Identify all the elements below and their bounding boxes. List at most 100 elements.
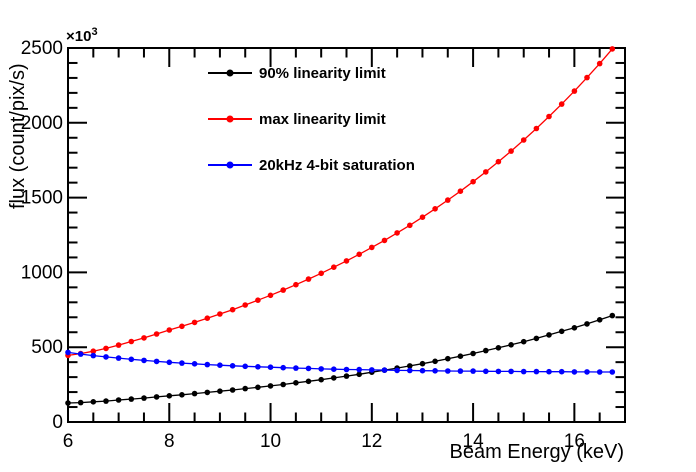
y-axis-title: flux (count/pix/s) (7, 63, 29, 209)
data-point (343, 258, 350, 264)
data-point (242, 302, 248, 308)
y-multiplier-exponent: 3 (91, 26, 98, 38)
data-point (103, 398, 109, 404)
data-point (128, 356, 135, 363)
data-point (343, 366, 350, 373)
data-point (571, 369, 578, 375)
data-point (495, 368, 502, 375)
data-point (369, 367, 375, 373)
data-point (445, 368, 451, 374)
data-point (520, 137, 527, 143)
data-point (318, 270, 325, 277)
data-point (267, 364, 274, 371)
data-point (558, 368, 565, 375)
data-point (483, 169, 489, 175)
data-point (153, 358, 160, 365)
data-point (141, 357, 147, 364)
data-point (217, 311, 223, 317)
data-point (457, 188, 464, 194)
data-point (533, 125, 540, 132)
x-axis-title: Beam Energy (keV) (449, 441, 624, 463)
series-max-linearity-limit (65, 46, 616, 359)
series-20khz-4-bit-saturation (65, 349, 616, 375)
data-point (381, 367, 388, 373)
y-tick-label: 2000 (21, 113, 63, 134)
data-point (432, 206, 438, 212)
data-point (191, 390, 198, 397)
data-point (280, 364, 287, 371)
data-point (204, 315, 211, 322)
data-point (90, 348, 97, 355)
data-point (470, 350, 476, 357)
data-point (191, 319, 198, 326)
data-point (571, 325, 578, 331)
data-point (267, 292, 274, 299)
data-point (533, 335, 540, 342)
data-point (141, 335, 147, 341)
data-point (217, 388, 223, 395)
data-point (115, 397, 122, 403)
data-point (204, 361, 211, 368)
data-point (280, 381, 287, 388)
data-point (166, 393, 173, 399)
data-point (293, 365, 299, 371)
data-point (229, 363, 236, 369)
data-point (394, 367, 400, 374)
data-point (520, 368, 527, 375)
data-point (331, 375, 337, 381)
data-point (419, 214, 426, 220)
data-point (609, 369, 616, 375)
data-point (483, 347, 489, 354)
data-point (596, 60, 603, 67)
data-point (115, 355, 122, 361)
data-point (331, 264, 337, 271)
data-point (356, 366, 363, 373)
data-point (229, 306, 236, 313)
x-tick-label: 16 (564, 431, 585, 452)
data-point (128, 396, 135, 402)
data-point (571, 88, 578, 94)
data-point (381, 237, 388, 244)
legend-entry-max-linearity-limit: max linearity limit (208, 110, 415, 128)
y-multiplier-mantissa: ×10 (66, 28, 92, 45)
data-point (470, 178, 476, 185)
y-tick-label: 1500 (21, 188, 63, 209)
data-point (343, 373, 350, 379)
data-point (457, 353, 464, 360)
axis-ticks (67, 47, 626, 423)
data-point (229, 387, 236, 393)
data-point (90, 399, 97, 405)
data-point (584, 369, 590, 375)
x-tick-label: 10 (260, 431, 281, 452)
data-point (356, 251, 363, 258)
data-point (255, 364, 261, 370)
legend: 90% linearity limit max linearity limit … (208, 64, 415, 174)
marker-dot-icon (226, 161, 234, 169)
y-axis-power-label: ×103 (66, 26, 98, 45)
legend-entry-20khz-4bit-saturation: 20kHz 4-bit saturation (208, 156, 415, 174)
legend-label: 20kHz 4-bit saturation (259, 156, 415, 174)
data-point (457, 368, 464, 374)
data-point (90, 352, 97, 359)
data-point (153, 394, 160, 400)
legend-line-marker-black (208, 69, 252, 77)
x-tick-label: 8 (164, 431, 175, 452)
data-point (546, 332, 552, 338)
data-point (508, 368, 514, 375)
data-point (407, 363, 413, 369)
y-tick-label: 1000 (21, 262, 63, 283)
legend-label: max linearity limit (259, 110, 386, 128)
legend-line-marker-red (208, 115, 252, 123)
data-point (191, 361, 198, 367)
legend-label: 90% linearity limit (259, 64, 386, 82)
data-point (255, 297, 261, 304)
data-point (470, 368, 476, 374)
data-point (204, 389, 211, 396)
data-point (609, 46, 616, 52)
y-tick-labels: 0 500 1000 1500 2000 2500 (21, 38, 63, 433)
data-point (128, 338, 135, 345)
series-line (67, 314, 613, 404)
data-point (305, 276, 312, 282)
data-point (508, 148, 514, 154)
data-point (609, 312, 616, 319)
